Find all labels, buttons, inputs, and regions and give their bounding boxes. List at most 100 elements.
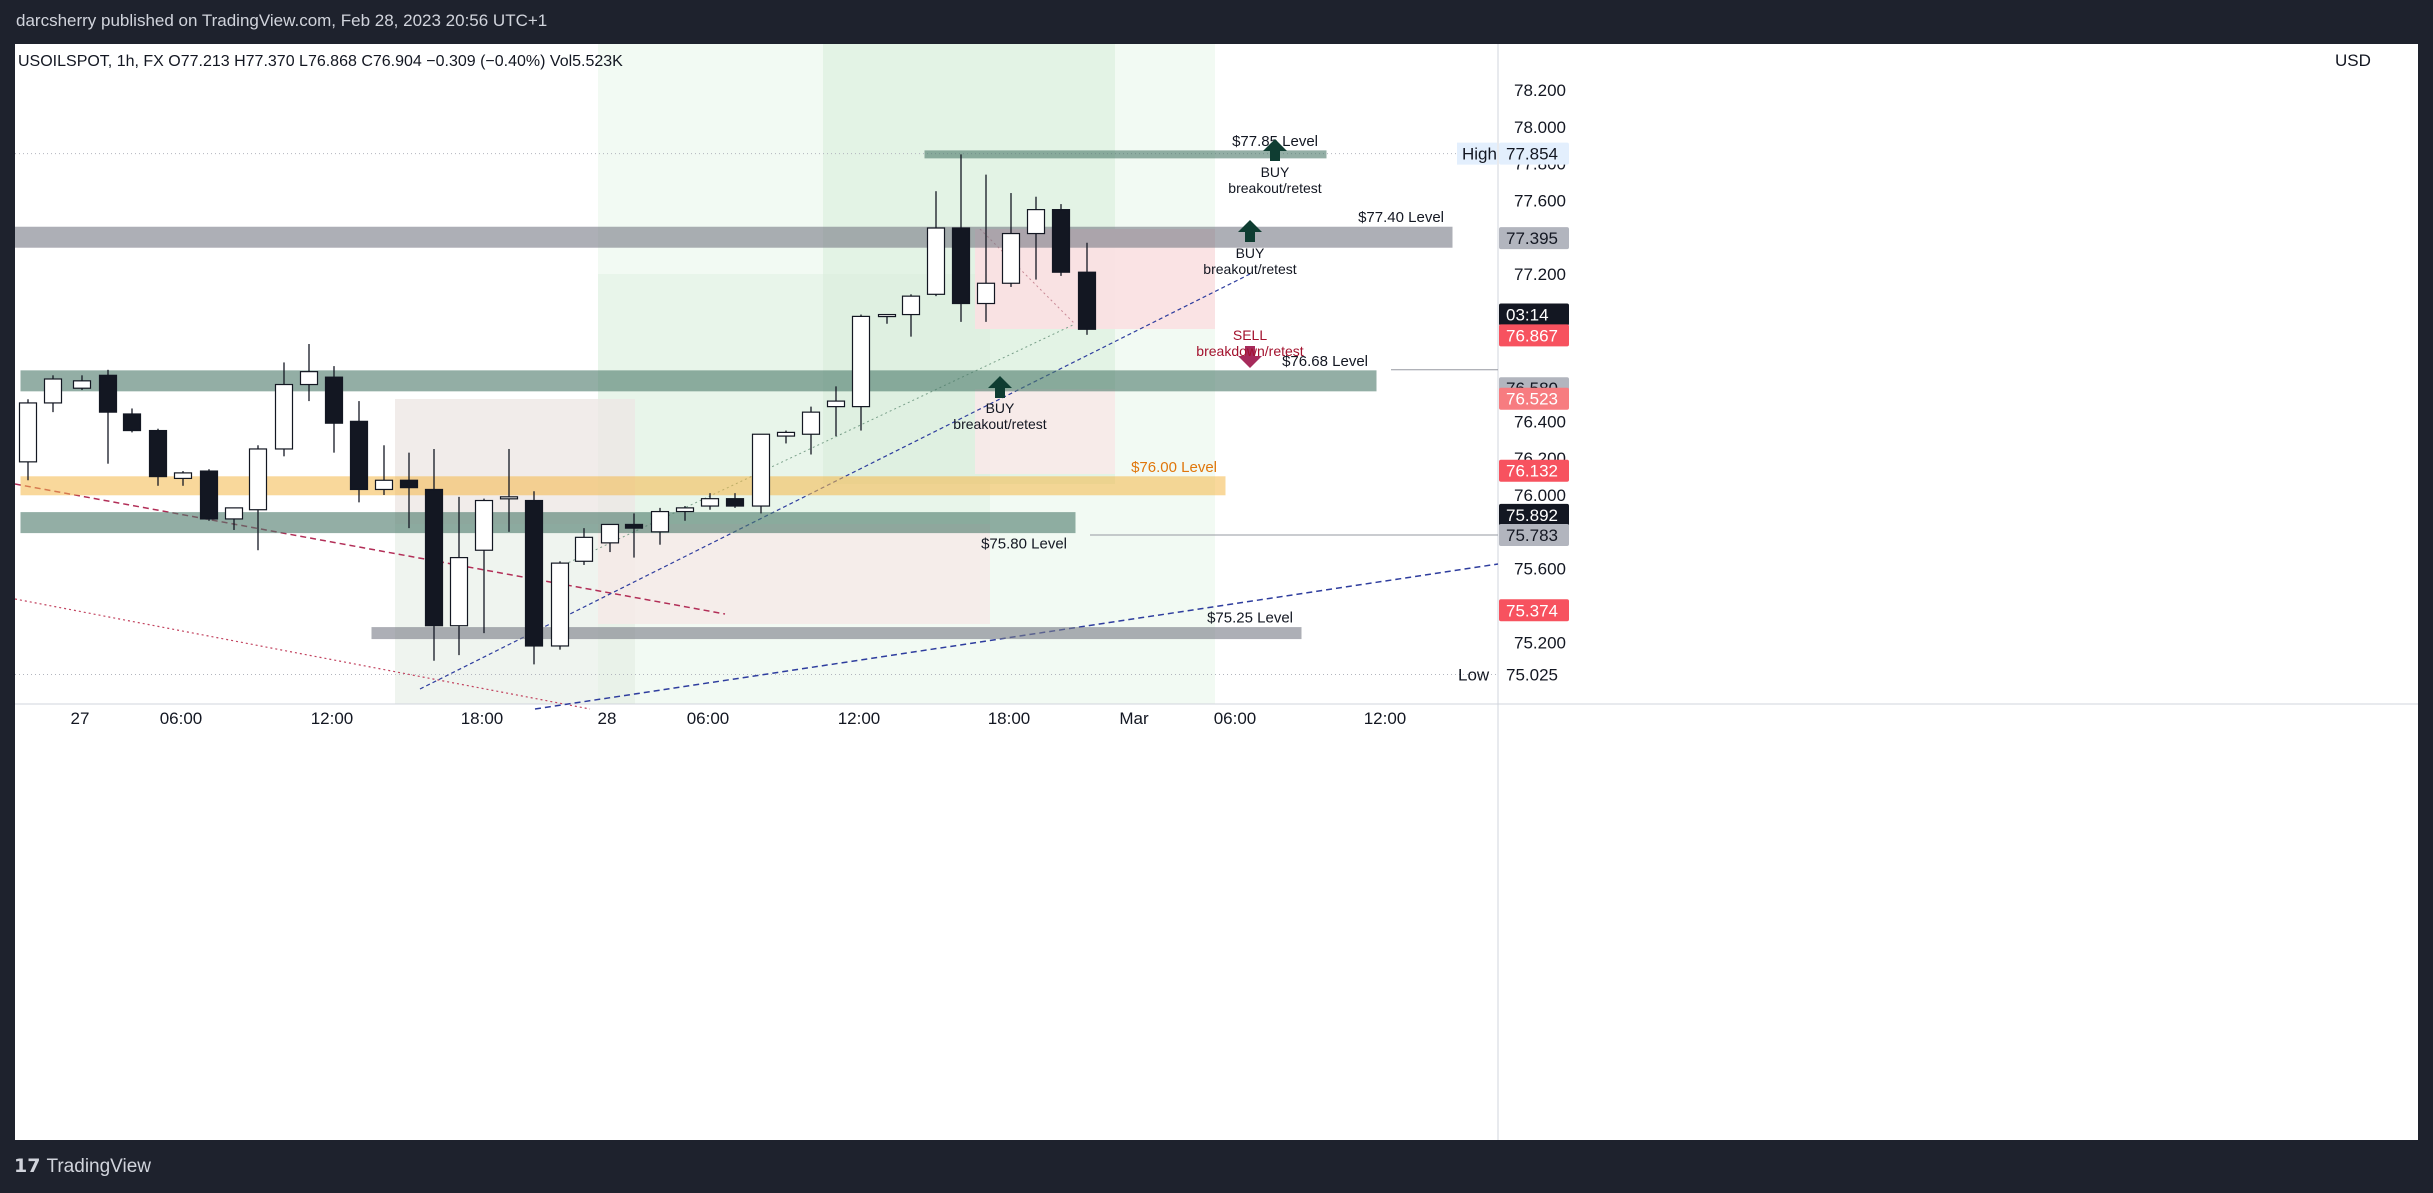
candle[interactable] [399,452,419,529]
candle[interactable] [725,493,745,508]
trendline[interactable] [534,563,1499,710]
candle[interactable] [72,375,92,391]
candle-body-up [299,371,319,386]
level-band[interactable] [15,226,1453,248]
candle[interactable] [574,528,594,565]
level-band[interactable] [20,476,1226,496]
chart-frame[interactable]: $77.85 Level $77.40 Level $76.68 Level $76.… [15,44,2418,1140]
candle[interactable] [826,386,846,437]
candle-body-down [324,376,344,424]
candle[interactable] [751,433,771,514]
price-tag [1499,387,1569,410]
candle-body-up [901,295,921,316]
shaded-zone [975,389,1115,474]
candle[interactable] [650,507,670,545]
y-tick-label: 76.000 [1514,486,1566,505]
price-tag [1499,663,1569,686]
price-tag-label: 77.854 [1506,145,1558,164]
y-tick-label: 78.200 [1514,81,1566,100]
candle[interactable] [98,369,118,464]
candle[interactable] [299,344,319,402]
signal-title: BUY [986,400,1015,416]
trendline[interactable] [979,228,1076,325]
candle[interactable] [374,445,394,495]
level-band[interactable] [20,370,1377,392]
candle[interactable] [1026,196,1046,280]
up-arrow-icon [988,376,1012,398]
level-label: $75.80 Level [981,536,1067,553]
currency-label: USD [2335,51,2371,70]
x-tick-label: 06:00 [160,709,203,728]
price-tag [1499,503,1569,526]
candle[interactable] [173,471,193,486]
candle[interactable] [324,366,344,453]
candle[interactable] [122,408,142,433]
price-tag-label: 76.132 [1506,462,1558,481]
x-tick-label: 12:00 [311,709,354,728]
price-tag-label: 75.892 [1506,506,1558,525]
candle[interactable] [1001,193,1021,287]
candle-body-down [725,498,745,507]
x-tick-label: 06:00 [1214,709,1257,728]
high-label: High [1462,145,1497,164]
candle[interactable] [199,469,219,521]
high-badge [1457,142,1497,165]
symbol-ohlc-line: USOILSPOT, 1h, FX O77.213 H77.370 L76.86… [18,53,623,70]
candle[interactable] [474,498,494,634]
candle[interactable] [901,294,921,337]
candle[interactable] [675,506,695,521]
candle[interactable] [877,313,897,324]
candle[interactable] [499,448,519,532]
candle-body-down [424,488,444,627]
candle[interactable] [349,401,369,503]
candle-body-up [650,510,670,533]
candle[interactable] [43,375,63,413]
level-label: $75.25 Level [1207,610,1293,627]
price-chart[interactable]: $77.85 Level$77.40 Level$76.68 Level$76.… [15,44,2418,1140]
candle[interactable] [600,523,620,553]
candle-body-up [776,431,796,437]
candle[interactable] [976,174,996,322]
candle[interactable] [148,428,168,486]
candle-body-up [851,315,871,408]
price-tag-label: 77.395 [1506,229,1558,248]
candle[interactable] [248,445,268,551]
candle[interactable] [1051,204,1071,276]
candle[interactable] [624,513,644,558]
candle[interactable] [776,430,796,444]
candle[interactable] [550,561,570,650]
level-band[interactable] [371,627,1302,640]
candle-body-up [1026,209,1046,235]
candle-body-down [148,429,168,478]
candle-body-up [675,507,695,513]
candle-body-up [1001,232,1021,284]
level-label: $76.00 Level [1131,459,1217,476]
candle[interactable] [700,493,720,510]
candle-body-up [274,383,294,450]
candle[interactable] [449,496,469,656]
candle[interactable] [801,406,821,455]
tradingview-logo[interactable]: 17 TradingView [14,1155,151,1178]
candle[interactable] [1077,242,1097,335]
candle[interactable] [224,507,244,530]
level-label: $76.68 Level [1282,353,1368,370]
candle-body-up [173,472,193,480]
level-band[interactable] [924,150,1327,159]
candle[interactable] [274,362,294,457]
candle-body-up [72,380,92,389]
candle[interactable] [851,314,871,431]
publish-header: darcsherry published on TradingView.com,… [0,0,2433,44]
candle[interactable] [524,491,544,665]
candle-body-down [951,227,971,305]
candle[interactable] [951,154,971,322]
trendline[interactable] [15,483,726,615]
level-band[interactable] [20,512,1076,534]
candle[interactable] [18,399,38,481]
candle-body-down [98,374,118,413]
candle[interactable] [424,448,444,661]
candle[interactable] [926,191,946,297]
